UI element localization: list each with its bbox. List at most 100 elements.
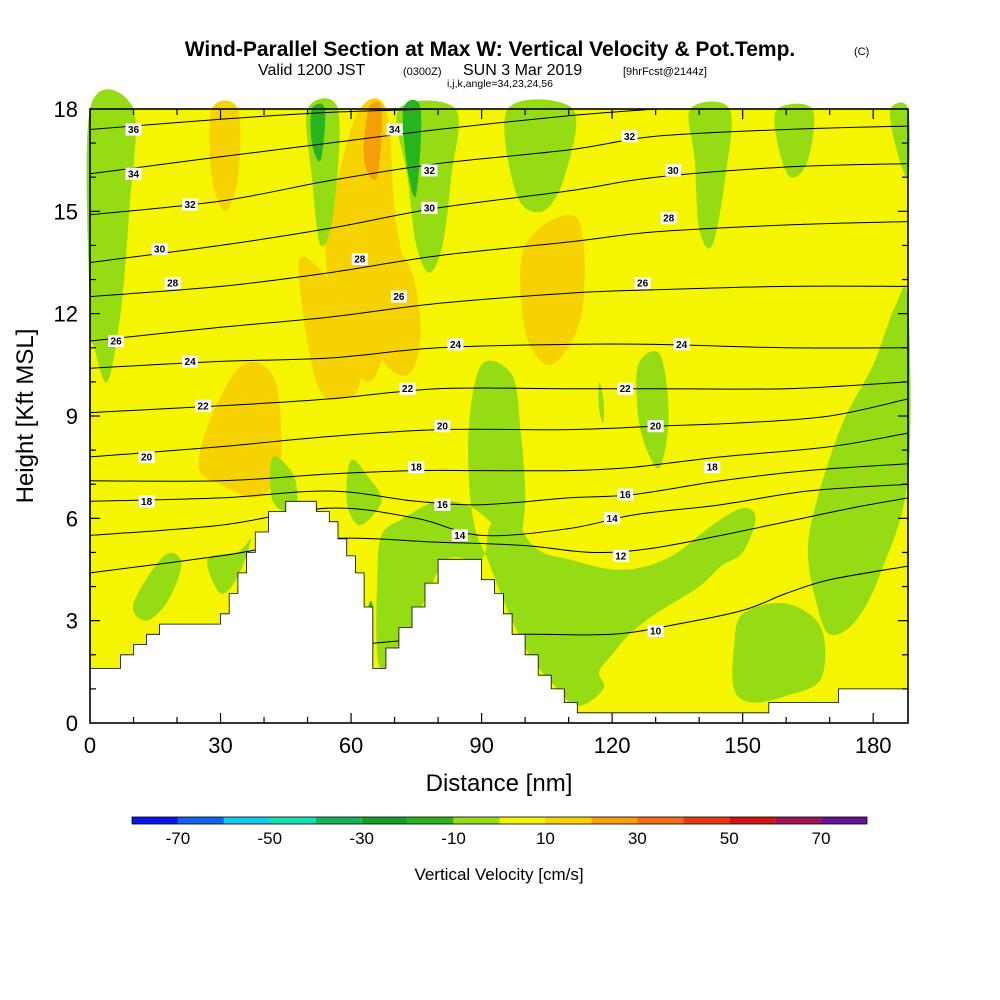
x-tick-label: 60 xyxy=(339,733,363,758)
contour-label-box xyxy=(617,488,634,501)
contour-label-20: 20 xyxy=(434,420,451,433)
contour-label-box xyxy=(665,164,681,177)
contour-label-18: 18 xyxy=(408,461,425,474)
contour-label-box xyxy=(604,512,621,525)
contour-label-text: 26 xyxy=(637,279,649,290)
contour-label-box xyxy=(164,277,181,289)
contour-label-30: 30 xyxy=(421,201,438,214)
colorbar-swatch xyxy=(132,817,178,824)
y-tick-label: 9 xyxy=(66,404,78,429)
contour-label-34: 34 xyxy=(125,167,142,180)
contour-label-text: 30 xyxy=(154,244,166,255)
contour-label-box xyxy=(125,123,142,136)
contour-label-text: 20 xyxy=(650,422,662,433)
contour-label-20: 20 xyxy=(647,420,664,433)
contour-label-text: 18 xyxy=(707,463,719,474)
colorbar-swatch xyxy=(315,817,362,824)
w-region-12 xyxy=(774,103,815,178)
contour-label-text: 18 xyxy=(411,463,423,474)
colorbar-swatch xyxy=(269,817,316,824)
contour-label-box xyxy=(451,529,468,542)
colorbar-tick-label: 10 xyxy=(536,829,555,848)
theta-contour-24 xyxy=(89,343,909,369)
contour-label-28: 28 xyxy=(164,277,181,290)
contour-label-box xyxy=(408,461,425,474)
w-region-3 xyxy=(198,361,282,498)
colorbar-swatch xyxy=(453,817,500,824)
contour-label-30: 30 xyxy=(665,164,681,177)
contour-label-text: 20 xyxy=(141,452,153,463)
colorbar-label: Vertical Velocity [cm/s] xyxy=(414,865,583,884)
contour-label-box xyxy=(138,495,155,508)
contour-label-24: 24 xyxy=(673,338,690,351)
colorbar-swatch xyxy=(545,817,592,824)
colorbar-swatch xyxy=(361,817,408,824)
theta-contour-16 xyxy=(89,463,909,506)
y-tick-label: 15 xyxy=(54,199,78,224)
contour-label-box xyxy=(621,130,638,143)
contour-label-28: 28 xyxy=(660,212,677,225)
contour-label-box xyxy=(421,164,438,177)
x-tick-label: 30 xyxy=(208,733,232,758)
plot-area: 36 34 32 30 28 26 24 22 20 18 34 32 30 28 26 24 22 20 18 16… xyxy=(86,89,911,724)
contour-label-box xyxy=(138,450,155,463)
contour-label-box xyxy=(673,338,690,351)
y-tick-label: 6 xyxy=(66,506,78,531)
contour-label-22: 22 xyxy=(617,382,634,395)
w-region-21 xyxy=(132,552,182,621)
contour-label-18: 18 xyxy=(704,461,721,474)
w-region-15 xyxy=(598,381,604,424)
colorbar-swatch xyxy=(591,817,638,824)
colorbar-tick-label: 30 xyxy=(628,829,647,848)
contour-label-box xyxy=(151,242,168,255)
subtitle-line: Valid 1200 JST (0300Z) SUN 3 Mar 2019 [9… xyxy=(258,62,707,79)
x-tick-label: 0 xyxy=(84,733,96,758)
colorbar-tick-label: 50 xyxy=(720,829,739,848)
contour-label-text: 30 xyxy=(424,203,436,214)
contour-label-box xyxy=(434,498,451,511)
contour-label-24: 24 xyxy=(182,355,199,368)
theta-contour-28 xyxy=(89,221,909,298)
contour-label-box xyxy=(351,253,368,266)
y-axis-label: Height [Kft MSL] xyxy=(12,329,39,504)
contour-label-box xyxy=(660,212,677,225)
valid-date: SUN 3 Mar 2019 xyxy=(463,62,582,79)
contour-label-text: 28 xyxy=(167,279,179,290)
contour-label-box xyxy=(182,198,199,211)
contour-label-box xyxy=(125,167,142,180)
contour-label-22: 22 xyxy=(195,399,212,412)
contour-label-32: 32 xyxy=(182,198,199,211)
contour-label-box xyxy=(434,420,451,433)
theta-contour-32 xyxy=(89,125,909,216)
theta-contour-20 xyxy=(89,398,909,458)
contour-label-text: 24 xyxy=(185,357,197,368)
contour-label-24: 24 xyxy=(447,338,464,351)
colorbar-swatch xyxy=(407,817,454,824)
contour-label-box xyxy=(386,123,403,136)
contour-label-text: 28 xyxy=(663,214,675,225)
terrain-mask xyxy=(90,500,908,723)
contour-label-text: 10 xyxy=(650,626,662,637)
w-region-16 xyxy=(270,456,298,513)
colorbar-tick-label: 70 xyxy=(812,829,831,848)
contour-label-36: 36 xyxy=(125,123,142,136)
w-region-2 xyxy=(298,256,361,400)
contour-label-12: 12 xyxy=(612,549,629,562)
contour-label-26: 26 xyxy=(108,335,125,348)
theta-contour-14 xyxy=(89,483,909,537)
colorbar-swatch xyxy=(499,817,546,824)
contour-labels: 36 34 32 30 28 26 24 22 20 18 34 32 30 28 26 24 22 20 18 16… xyxy=(108,123,721,637)
contour-label-20: 20 xyxy=(138,450,155,463)
colorbar-swatch xyxy=(821,817,867,824)
contour-label-34: 34 xyxy=(386,123,403,136)
colorbar-tick-label: -30 xyxy=(349,829,374,848)
w-region-18 xyxy=(376,360,756,706)
w-region-10 xyxy=(504,99,577,213)
contour-label-26: 26 xyxy=(390,290,407,303)
y-tick-label: 3 xyxy=(66,609,78,634)
contour-label-box xyxy=(617,382,634,395)
copyright-mark: (C) xyxy=(854,46,869,58)
w-region-11 xyxy=(688,101,732,249)
contour-label-text: 16 xyxy=(620,490,632,501)
